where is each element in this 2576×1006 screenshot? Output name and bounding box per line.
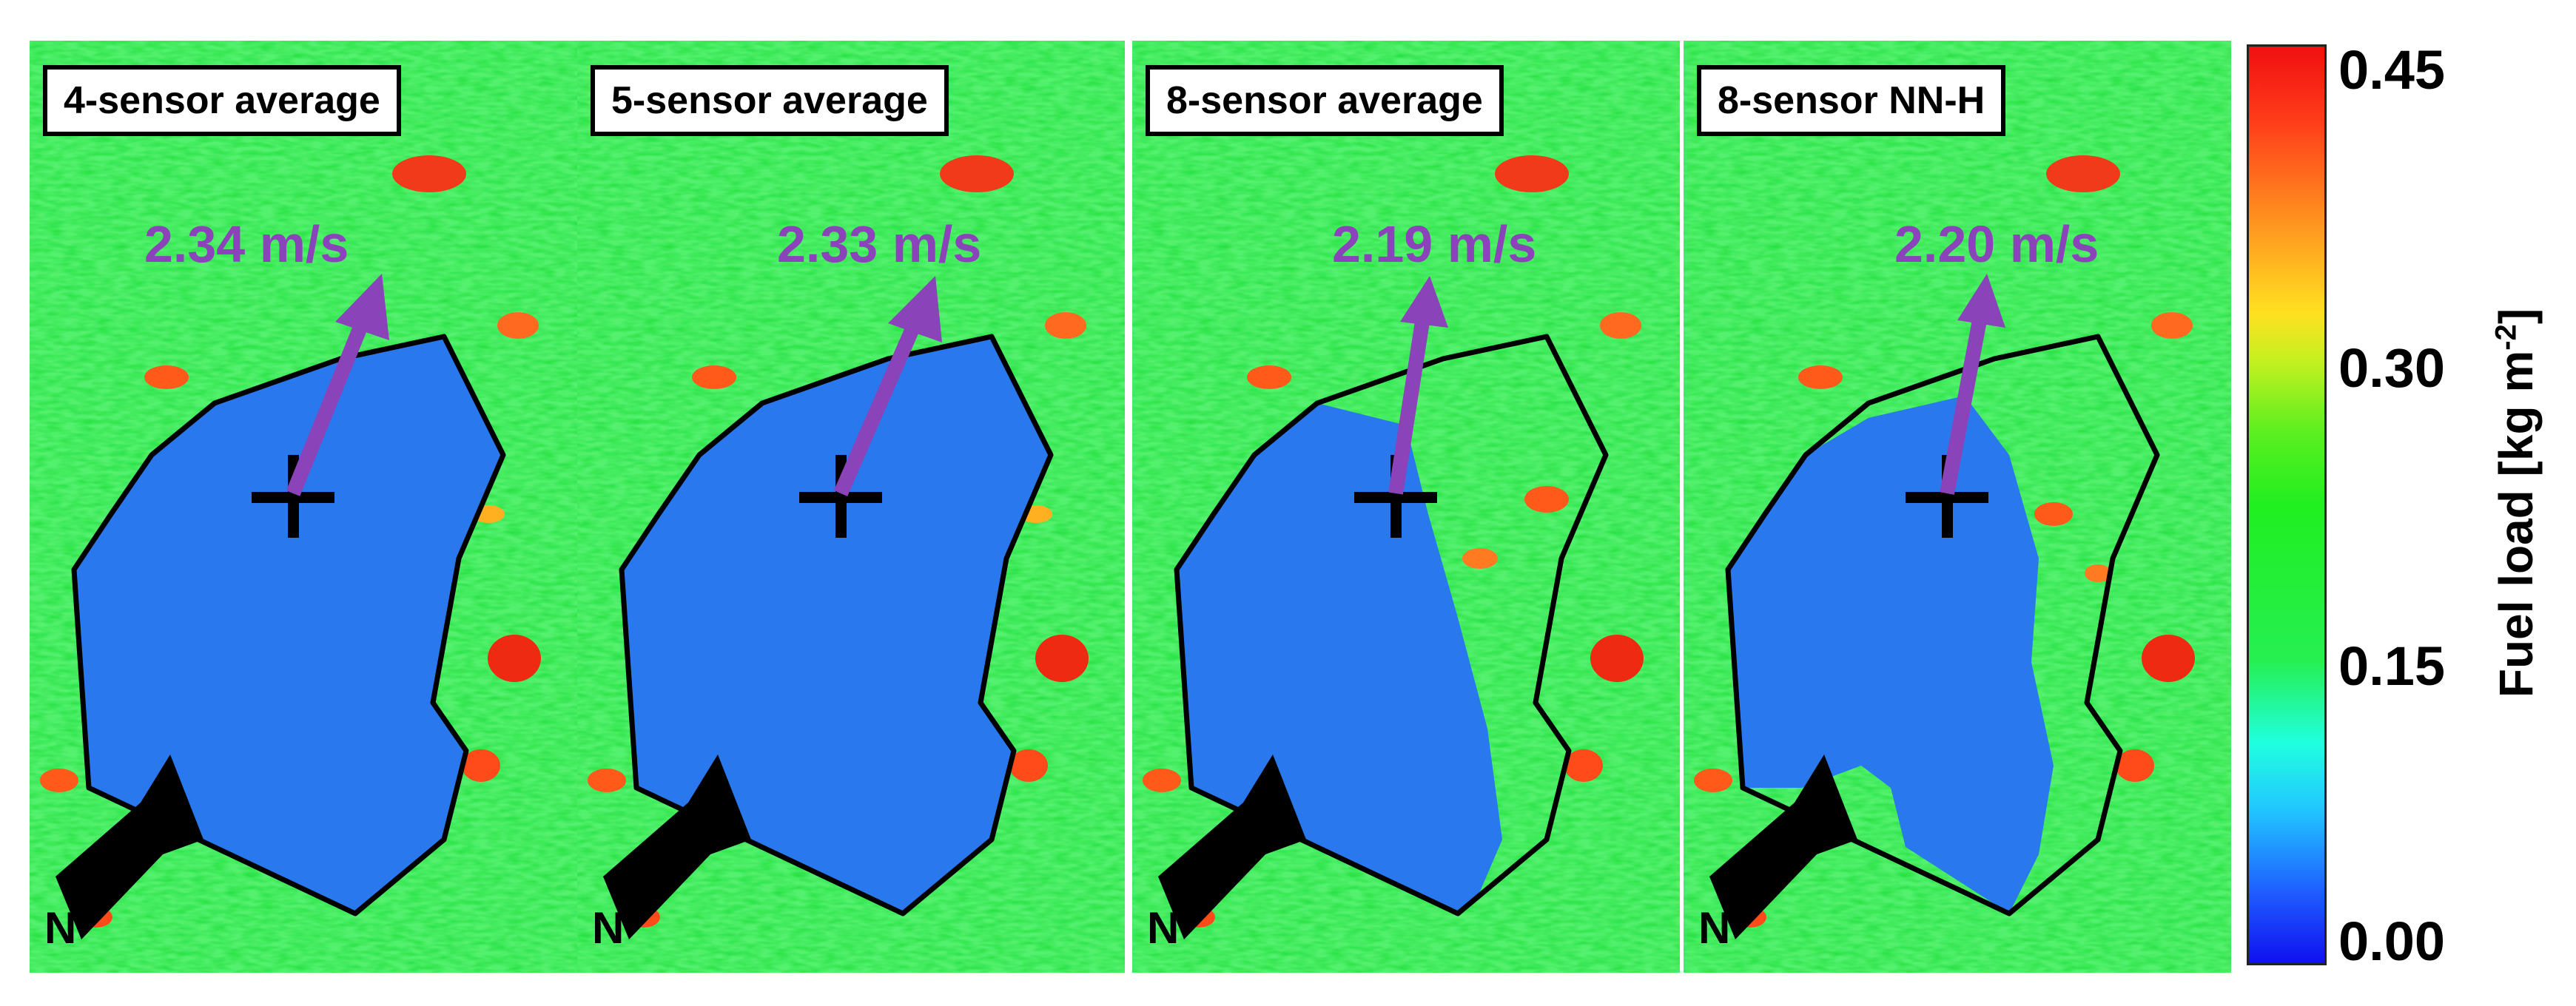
fuel-map [1684, 41, 2231, 973]
high-fuel-patches [1694, 155, 2195, 928]
north-arrow-icon [56, 754, 204, 939]
colorbar-tick-label: 0.30 [2338, 337, 2446, 399]
panel-5-sensor-average: 5-sensor average 2.33 m/s N [577, 41, 1125, 973]
north-arrow-icon [1158, 754, 1306, 939]
panel-label: 8-sensor average [1146, 65, 1504, 136]
colorbar-title-exponent: -2 [2489, 324, 2523, 351]
fire-perimeter [71, 334, 506, 916]
burned-area [74, 337, 503, 914]
fire-perimeter [619, 334, 1054, 916]
fire-perimeter [1725, 334, 2160, 916]
colorbar-tick-label: 0.15 [2338, 635, 2446, 697]
wind-arrow [1940, 274, 2005, 495]
panel-label: 4-sensor average [43, 65, 401, 136]
wind-arrow [1388, 276, 1448, 495]
fire-perimeter [1174, 334, 1609, 916]
wind-arrow [833, 276, 942, 496]
colorbar-title-end: ] [2489, 308, 2543, 325]
wind-speed-label: 2.33 m/s [777, 215, 982, 273]
colorbar-title: Fuel load [kg m-2] [2489, 308, 2543, 698]
panel-label: 8-sensor NN-H [1697, 65, 2006, 136]
wind-speed-label: 2.20 m/s [1894, 215, 2099, 273]
panel-8-sensor-nn-h: 8-sensor NN-H 2.20 m/s N [1684, 41, 2231, 973]
north-label: N [592, 903, 625, 953]
north-label: N [1147, 903, 1180, 953]
panel-label: 5-sensor average [591, 65, 949, 136]
wind-arrow [286, 274, 389, 496]
panel-8-sensor-average: 8-sensor average 2.19 m/s N [1132, 41, 1680, 973]
wind-speed-label: 2.34 m/s [144, 215, 349, 273]
fuel-map [30, 41, 577, 973]
colorbar-tick-label: 0.00 [2338, 911, 2446, 972]
colorbar [2247, 44, 2327, 965]
wind-speed-label: 2.19 m/s [1332, 215, 1537, 273]
north-label: N [1698, 903, 1731, 953]
colorbar-title-main: Fuel load [kg m [2489, 350, 2543, 698]
fuel-map [577, 41, 1125, 973]
colorbar-tick-label: 0.45 [2338, 39, 2446, 101]
fuel-map [1132, 41, 1680, 973]
burned-area [622, 337, 1051, 914]
panel-4-sensor-average: 4-sensor average 2.34 m/s N [30, 41, 577, 973]
north-label: N [44, 903, 77, 953]
north-arrow-icon [603, 754, 751, 939]
north-arrow-icon [1709, 754, 1857, 939]
